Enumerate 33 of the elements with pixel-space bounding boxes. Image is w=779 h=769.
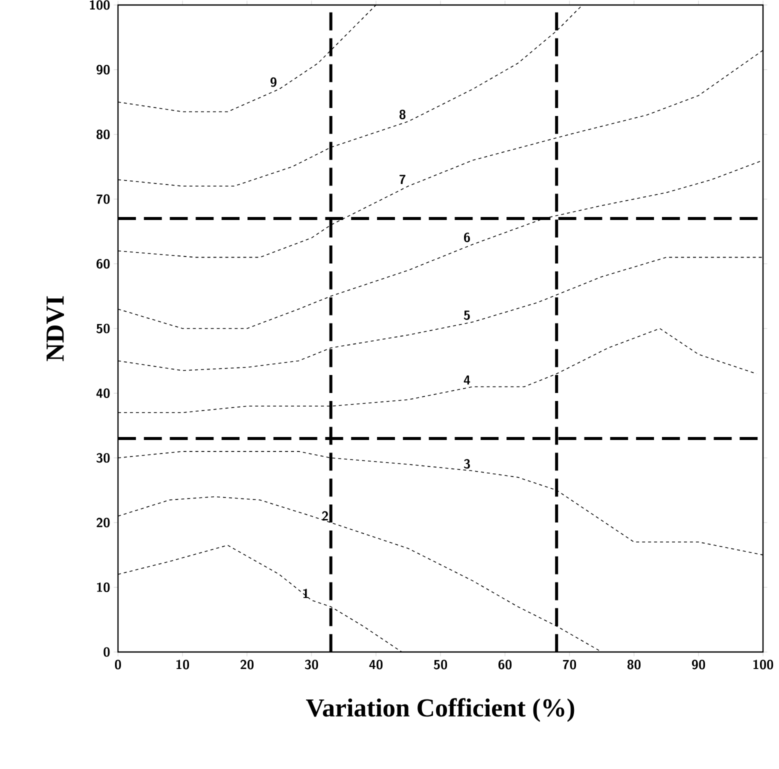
y-tick-label: 80	[96, 130, 110, 140]
x-tick-label: 50	[434, 660, 448, 670]
x-tick-label: 90	[692, 660, 706, 670]
series-label: 1	[303, 588, 308, 598]
y-tick-label: 50	[96, 324, 110, 334]
y-tick-label: 60	[96, 259, 110, 269]
x-tick-label: 70	[562, 660, 576, 670]
y-tick-label: 90	[96, 64, 110, 74]
x-tick-label: 10	[176, 660, 190, 670]
x-tick-label: 20	[240, 660, 254, 670]
series-label: 9	[270, 77, 276, 87]
x-tick-label: 0	[115, 660, 121, 670]
y-tick-label: 100	[90, 0, 110, 10]
series-label: 6	[464, 232, 470, 242]
x-tick-label: 80	[627, 660, 641, 670]
y-tick-label: 40	[96, 388, 110, 398]
series-label: 8	[400, 110, 406, 120]
series-label: 3	[464, 459, 470, 469]
y-axis-title: NDVI	[46, 296, 64, 362]
series-label: 7	[400, 174, 406, 184]
y-tick-label: 70	[96, 194, 110, 204]
series-label: 2	[322, 511, 328, 520]
x-tick-label: 60	[498, 660, 512, 670]
y-tick-label: 10	[96, 582, 110, 592]
x-tick-label: 100	[753, 660, 774, 670]
y-tick-label: 30	[96, 453, 110, 463]
series-label: 5	[464, 310, 470, 320]
x-tick-label: 30	[304, 660, 318, 670]
x-axis-title: Variation Cofficient (%)	[306, 698, 574, 722]
series-label: 4	[464, 376, 470, 385]
y-tick-label: 20	[96, 518, 110, 528]
x-tick-label: 40	[369, 660, 383, 670]
y-tick-label: 0	[104, 647, 110, 657]
